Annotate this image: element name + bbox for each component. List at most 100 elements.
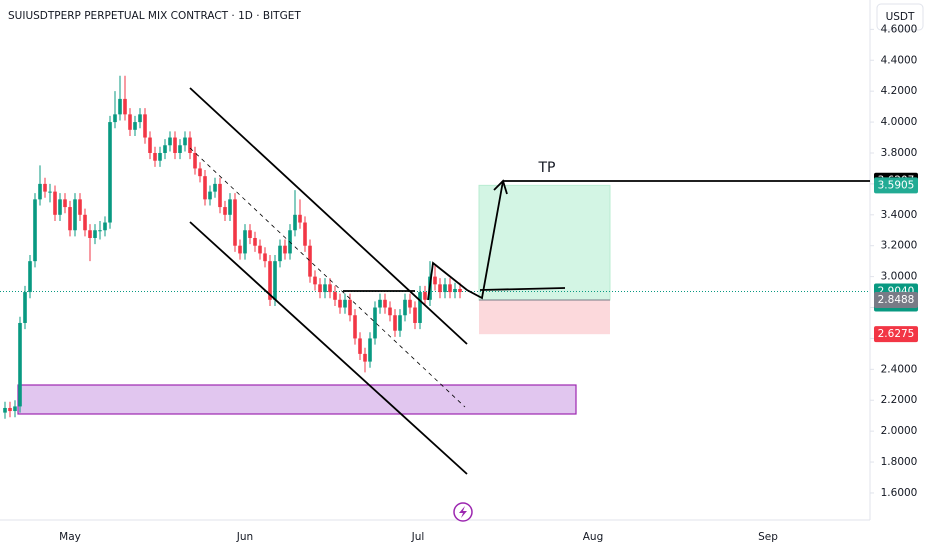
candle-body: [48, 191, 52, 193]
candle-body: [263, 253, 267, 262]
candle-body: [408, 299, 412, 308]
candle-body: [303, 222, 307, 246]
candle-body: [138, 114, 142, 123]
candle-body: [178, 145, 182, 153]
candle-body: [33, 199, 37, 262]
candle-body: [258, 245, 262, 254]
x-tick-label: Sep: [758, 531, 778, 543]
candle-body: [183, 137, 187, 146]
profit-zone: [478, 184, 611, 301]
candle-body: [203, 176, 207, 200]
candle-body: [418, 292, 422, 323]
candle-body: [313, 276, 317, 285]
candle-body: [443, 284, 447, 293]
candle-body: [3, 407, 7, 413]
candle-body: [38, 183, 42, 200]
candle-body: [328, 284, 332, 293]
candle-body: [13, 406, 17, 412]
candle-body: [43, 183, 47, 192]
y-tick-label: 3.4000: [881, 209, 918, 221]
candle-body: [353, 315, 357, 339]
x-tick-label: Jun: [236, 531, 253, 543]
channel-lower: [189, 221, 468, 475]
candle-body: [453, 288, 457, 293]
currency-label: USDT: [886, 11, 915, 23]
candles: [3, 75, 462, 419]
candle-body: [163, 145, 167, 153]
y-tick-label: 4.6000: [881, 23, 918, 35]
candle-body: [413, 307, 417, 323]
candle-body: [93, 230, 97, 238]
candle-body: [343, 299, 347, 308]
candle-body: [28, 261, 32, 293]
candle-body: [73, 199, 77, 231]
y-tick-label: 1.8000: [881, 456, 918, 468]
y-tick-label: 3.8000: [881, 147, 918, 159]
candle-body: [233, 199, 237, 246]
candle-body: [213, 183, 217, 192]
tp-annotation: TP: [538, 160, 556, 176]
candle-body: [398, 315, 402, 331]
price-label-box: [874, 177, 918, 194]
x-tick-label: Aug: [583, 531, 604, 543]
candle-body: [278, 245, 282, 262]
breakout-line: [479, 287, 566, 291]
candle-body: [108, 122, 112, 223]
drawings-under: [0, 184, 870, 415]
candle-body: [293, 214, 297, 231]
candle-body: [383, 299, 387, 308]
candle-body: [23, 292, 27, 323]
candle-body: [268, 261, 272, 300]
candle-body: [143, 114, 147, 138]
candle-body: [133, 122, 137, 130]
price-label-box: [874, 326, 918, 343]
candle-body: [193, 152, 197, 169]
candle-body: [348, 299, 352, 316]
candle-body: [283, 245, 287, 254]
candle-body: [198, 168, 202, 177]
channel-upper: [189, 87, 468, 345]
candle-body: [98, 230, 102, 232]
y-tick-label: 1.6000: [881, 487, 918, 499]
candle-body: [8, 407, 12, 412]
candle-body: [88, 230, 92, 238]
candle-body: [373, 307, 377, 339]
price-label-box: [874, 291, 918, 308]
candle-body: [378, 299, 382, 308]
x-tick-label: May: [59, 531, 81, 543]
candle-body: [148, 137, 152, 153]
candle-body: [78, 199, 82, 215]
candle-body: [83, 214, 87, 231]
candle-body: [248, 230, 252, 238]
chart-title: SUIUSDTPERP PERPETUAL MIX CONTRACT · 1D …: [8, 10, 301, 22]
candle-body: [338, 299, 342, 308]
candle-body: [423, 292, 427, 300]
candle-body: [308, 245, 312, 277]
currency-button[interactable]: [876, 3, 924, 31]
candle-body: [253, 237, 257, 246]
candle-body: [208, 191, 212, 200]
price-label: 3.5905: [878, 179, 915, 191]
candle-body: [403, 299, 407, 316]
loss-zone: [479, 299, 610, 335]
x-tick-label: Jul: [411, 531, 425, 543]
candle-body: [173, 137, 177, 153]
candle-body: [188, 137, 192, 153]
candle-body: [228, 199, 232, 215]
candle-body: [113, 114, 117, 123]
candle-body: [363, 353, 367, 362]
candle-body: [218, 183, 222, 208]
candle-body: [438, 284, 442, 293]
candle-body: [238, 245, 242, 254]
candle-body: [323, 284, 327, 293]
title-backdrop: [0, 0, 320, 30]
candle-body: [128, 114, 132, 130]
channel-mid: [189, 147, 466, 408]
price-label: 2.6275: [878, 328, 915, 340]
y-tick-label: 3.0000: [881, 271, 918, 283]
y-tick-label: 2.4000: [881, 363, 918, 375]
candle-body: [53, 191, 57, 215]
y-tick-label: 4.4000: [881, 54, 918, 66]
y-tick-label: 2.2000: [881, 394, 918, 406]
